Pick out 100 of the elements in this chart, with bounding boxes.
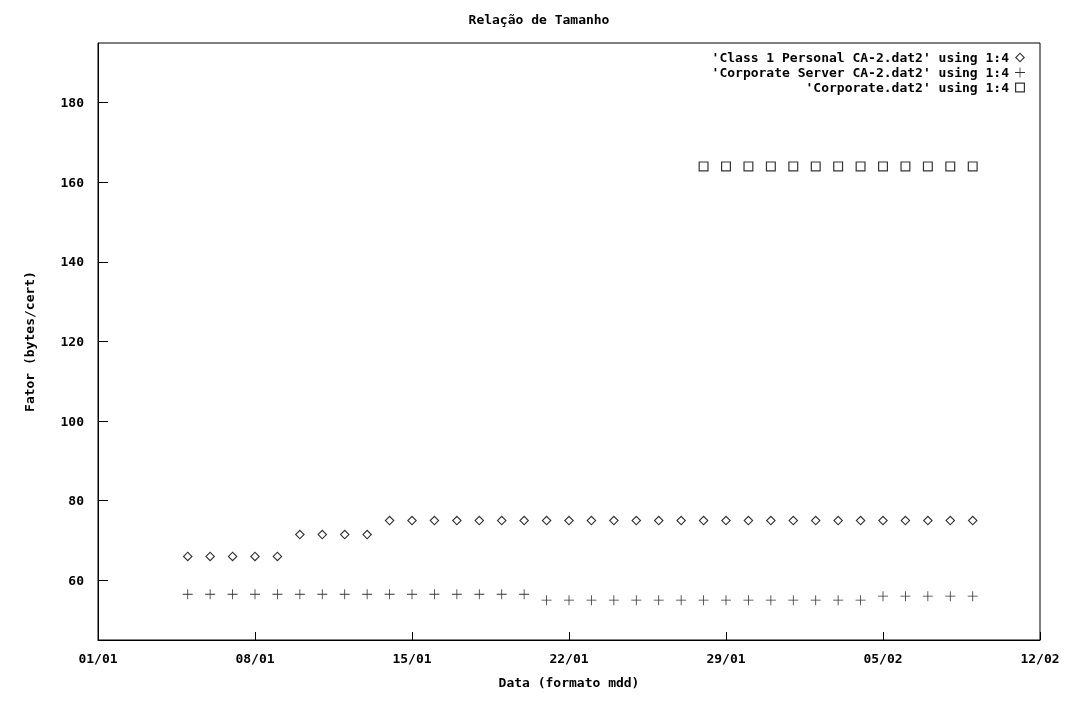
point: [788, 161, 799, 172]
point: [608, 595, 619, 606]
x-tick-label: 15/01: [392, 651, 432, 666]
x-axis-title: Data (formato mdd): [498, 675, 640, 690]
point: [564, 515, 574, 526]
y-tick-label: 180: [60, 95, 85, 111]
point: [586, 595, 597, 606]
x-tick-label: 29/01: [706, 651, 746, 666]
point: [900, 591, 911, 602]
point: [496, 589, 507, 600]
point: [878, 161, 888, 172]
point: [743, 595, 754, 606]
point: [250, 551, 260, 562]
y-tick-label: 140: [60, 254, 85, 270]
y-tick-label: 160: [60, 174, 85, 190]
point: [384, 515, 395, 526]
x-tick-label: 08/01: [235, 651, 275, 666]
point: [339, 529, 350, 540]
point: [586, 515, 597, 526]
point: [451, 515, 462, 526]
x-tick-label: 05/02: [863, 651, 903, 666]
point: [922, 515, 933, 526]
point: [205, 551, 216, 562]
point: [810, 161, 821, 172]
point: [743, 161, 754, 172]
point: [967, 591, 978, 602]
point: [272, 551, 283, 562]
point: [967, 515, 978, 526]
point: [765, 595, 776, 606]
point: [900, 515, 911, 526]
point: [788, 515, 799, 526]
x-tick-label: 22/01: [549, 651, 589, 666]
point: [429, 515, 440, 526]
point: [362, 589, 373, 600]
point: [653, 515, 664, 526]
point: [541, 595, 552, 606]
chart-title: Relação de Tamanho: [468, 12, 610, 27]
point: [945, 161, 956, 172]
point: [855, 515, 866, 526]
point: [451, 589, 462, 600]
point: [205, 589, 216, 600]
point: [810, 595, 821, 606]
point: [833, 515, 844, 526]
point: [182, 589, 193, 600]
point: [631, 595, 642, 606]
point: [945, 515, 956, 526]
point: [407, 515, 417, 526]
point: [227, 589, 238, 600]
point: [721, 515, 731, 526]
legend-label: 'Corporate Server CA-2.dat2' using 1:4: [711, 65, 1010, 80]
y-tick-label: 100: [60, 413, 85, 429]
point: [698, 515, 709, 526]
x-tick-label: 01/01: [78, 651, 118, 666]
point: [855, 595, 866, 606]
point: [541, 515, 552, 526]
point: [608, 515, 619, 526]
y-tick-label: 80: [68, 493, 85, 509]
legend-label: 'Class 1 Personal CA-2.dat2' using 1:4: [711, 50, 1010, 65]
point: [362, 529, 373, 540]
point: [676, 595, 687, 606]
point: [945, 591, 956, 602]
point: [474, 589, 485, 600]
point: [922, 161, 933, 172]
point: [294, 529, 305, 540]
point: [855, 161, 866, 172]
y-axis-title: Fator (bytes/cert): [22, 271, 37, 412]
point: [900, 161, 911, 172]
point: [317, 529, 328, 540]
point: [833, 595, 844, 606]
point: [698, 595, 709, 606]
point: [339, 589, 350, 600]
point: [519, 515, 530, 526]
point: [429, 589, 440, 600]
point: [519, 589, 530, 600]
point: [294, 589, 305, 600]
point: [878, 515, 888, 526]
point: [496, 515, 507, 526]
point: [474, 515, 485, 526]
point: [967, 161, 978, 172]
point: [788, 595, 799, 606]
point: [721, 161, 731, 172]
x-tick-label: 12/02: [1020, 651, 1060, 666]
legend-label: 'Corporate.dat2' using 1:4: [805, 80, 1010, 95]
point: [922, 591, 933, 602]
point: [698, 161, 709, 172]
point: [765, 161, 776, 172]
point: [272, 589, 283, 600]
point: [631, 515, 642, 526]
point: [384, 589, 395, 600]
point: [317, 589, 328, 600]
point: [182, 551, 193, 562]
point: [676, 515, 687, 526]
point: [810, 515, 821, 526]
y-tick-label: 60: [68, 572, 85, 588]
point: [743, 515, 754, 526]
point: [227, 551, 238, 562]
y-tick-label: 120: [60, 334, 85, 349]
point: [765, 515, 776, 526]
point: [833, 161, 844, 172]
point: [653, 595, 664, 606]
